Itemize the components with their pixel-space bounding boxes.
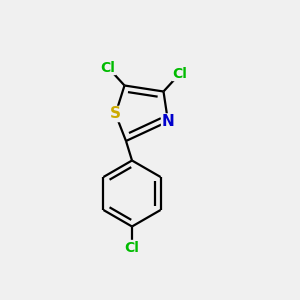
Text: Cl: Cl [100,61,116,74]
Text: N: N [162,114,174,129]
Text: Cl: Cl [124,241,140,254]
Text: S: S [110,106,121,122]
Text: Cl: Cl [172,67,188,80]
